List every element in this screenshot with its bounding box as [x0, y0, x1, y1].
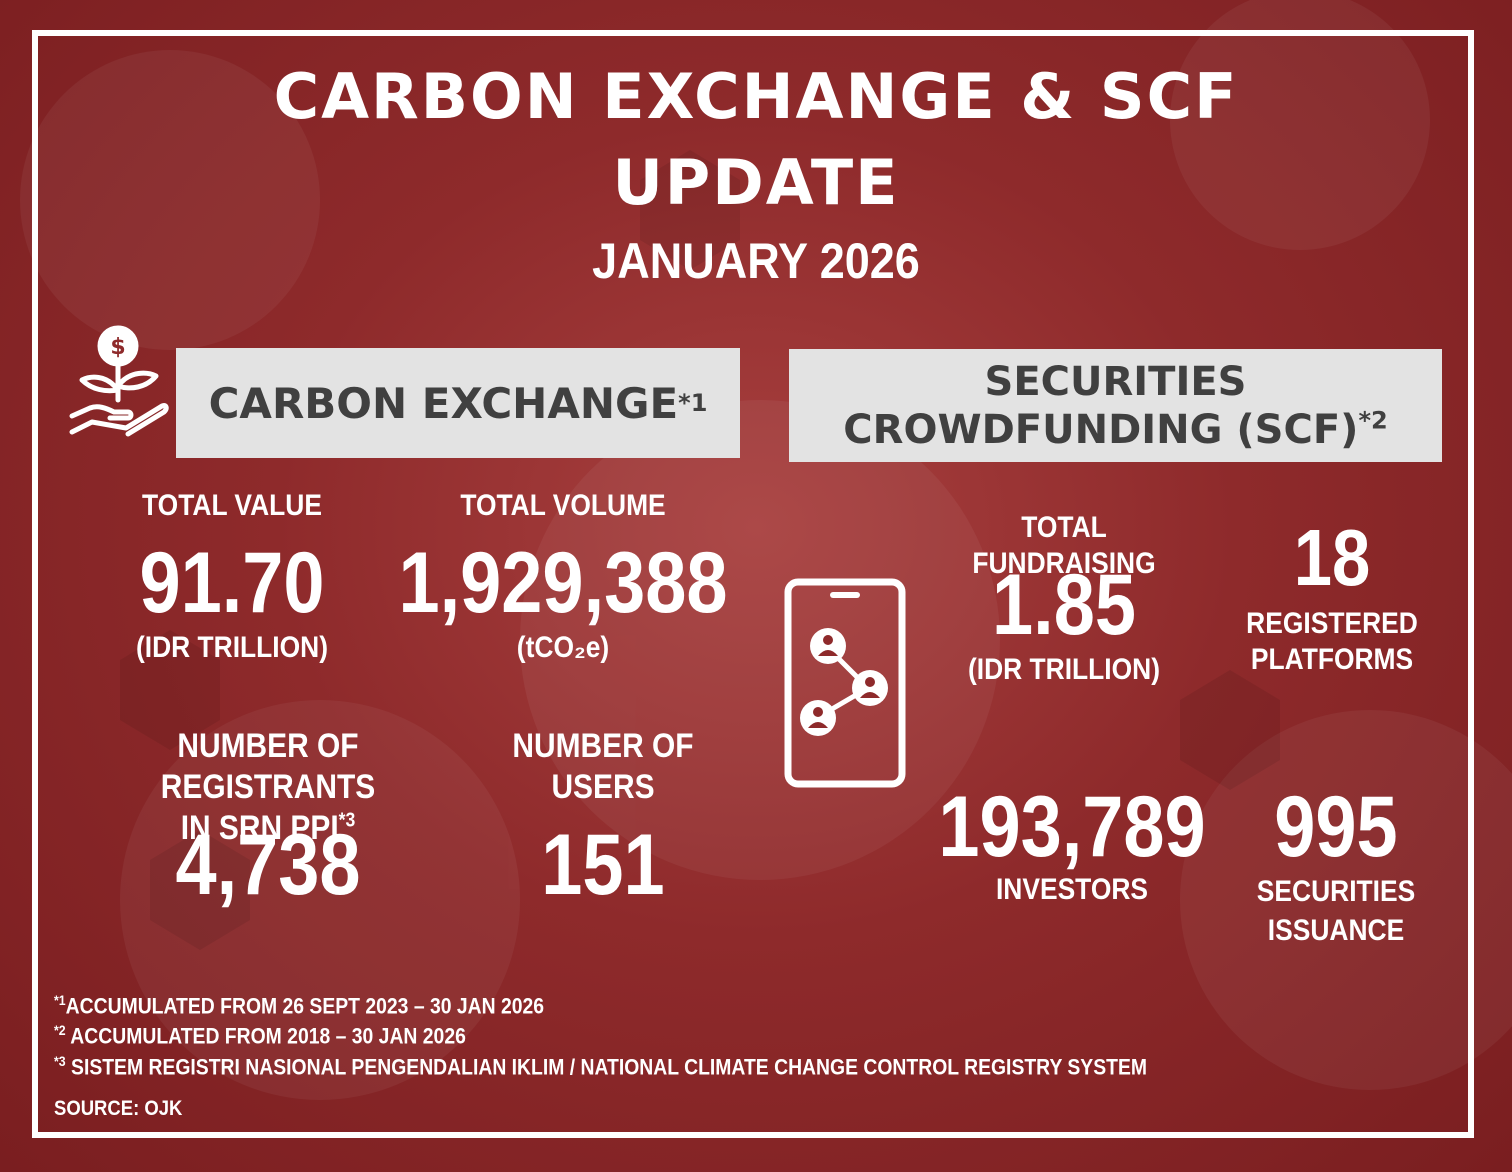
registrants-label-line1: NUMBER OF REGISTRANTS: [160, 727, 376, 806]
svg-text:$: $: [110, 335, 125, 360]
total-value-label: TOTAL VALUE: [142, 489, 322, 522]
total-volume-unit: (tCO₂e): [516, 631, 610, 664]
carbon-exchange-heading-text: CARBON EXCHANGE: [208, 378, 679, 428]
issuance-label-line2: ISSUANCE: [1267, 914, 1405, 947]
platforms-label: REGISTERED PLATFORMS: [1235, 606, 1429, 678]
scf-heading-line2-wrap: CROWDFUNDING (SCF)*2: [843, 406, 1387, 454]
main-title-line2: UPDATE: [612, 146, 900, 219]
users-number: 151: [541, 817, 665, 913]
source-note: SOURCE: OJK: [54, 1097, 183, 1120]
scf-heading-note: *2: [1358, 406, 1388, 435]
registrants-label: NUMBER OF REGISTRANTS IN SRN PPI*3: [67, 726, 468, 848]
total-value-unit: (IDR TRILLION): [135, 631, 329, 664]
users-label-line1: NUMBER OF: [512, 727, 694, 765]
total-fundraising-number: 1.85: [992, 557, 1136, 653]
scf-heading-line2: CROWDFUNDING (SCF): [843, 406, 1359, 453]
carbon-exchange-heading: CARBON EXCHANGE *1: [176, 348, 740, 458]
footnote-3-text: SISTEM REGISTRI NASIONAL PENGENDALIAN IK…: [65, 1054, 1148, 1080]
footnote-2: *2 ACCUMULATED FROM 2018 – 30 JAN 2026: [54, 1022, 466, 1049]
total-volume-number: 1,929,388: [398, 535, 728, 631]
footnote-3-mark: *3: [54, 1053, 66, 1069]
issuance-number: 995: [1274, 779, 1398, 875]
total-fundraising-unit: (IDR TRILLION): [967, 653, 1161, 686]
report-date: JANUARY 2026: [592, 233, 920, 289]
registrants-number: 4,738: [175, 817, 361, 913]
plant-money-hand-icon: $: [69, 325, 169, 437]
total-value-number: 91.70: [139, 535, 325, 631]
main-title-line1: CARBON EXCHANGE & SCF: [273, 60, 1239, 133]
platforms-label-line2: PLATFORMS: [1250, 643, 1414, 676]
platforms-label-line1: REGISTERED: [1246, 607, 1418, 640]
registrants-label-line2: IN SRN PPI: [180, 808, 339, 847]
investors-label: INVESTORS: [995, 873, 1149, 906]
total-volume-label: TOTAL VOLUME: [460, 489, 666, 522]
registrants-note: *3: [338, 809, 356, 832]
smartphone-network-icon: [784, 578, 906, 788]
footnote-2-mark: *2: [54, 1022, 66, 1038]
platforms-number: 18: [1293, 513, 1371, 602]
registrants-label-line2-wrap: IN SRN PPI*3: [67, 808, 468, 849]
footnote-1-text: ACCUMULATED FROM 26 SEPT 2023 – 30 JAN 2…: [65, 993, 545, 1019]
issuance-label-line1: SECURITIES: [1256, 875, 1416, 908]
scf-heading: SECURITIES CROWDFUNDING (SCF)*2: [789, 349, 1442, 462]
footnote-1-mark: *1: [54, 992, 66, 1008]
footnote-1: *1ACCUMULATED FROM 26 SEPT 2023 – 30 JAN…: [54, 992, 544, 1019]
investors-number: 193,789: [938, 779, 1206, 875]
footnote-3: *3 SISTEM REGISTRI NASIONAL PENGENDALIAN…: [54, 1053, 1147, 1080]
scf-heading-line1: SECURITIES: [984, 358, 1247, 405]
total-fundraising-label: TOTAL FUNDRAISING: [972, 511, 1156, 580]
issuance-label: SECURITIES ISSUANCE: [1230, 872, 1441, 950]
white-border-frame: [32, 30, 1474, 1138]
carbon-exchange-note: *1: [678, 389, 708, 417]
users-label: NUMBER OF USERS: [493, 726, 713, 808]
footnote-2-text: ACCUMULATED FROM 2018 – 30 JAN 2026: [65, 1023, 466, 1049]
users-label-line2: USERS: [551, 767, 655, 806]
